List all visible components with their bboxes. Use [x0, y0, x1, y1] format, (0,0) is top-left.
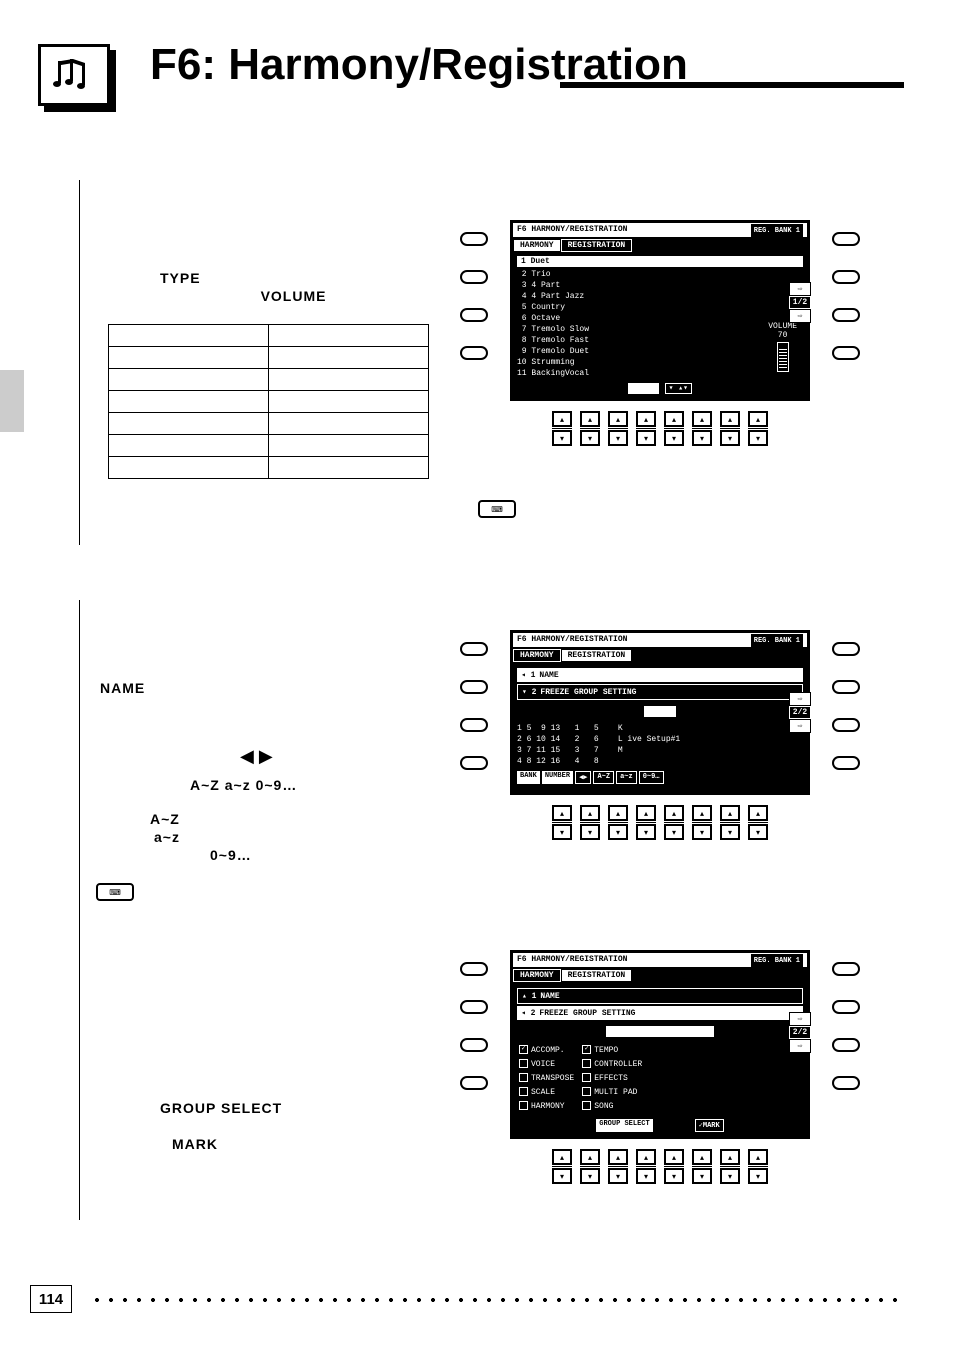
side-button[interactable] [832, 718, 860, 732]
tab-registration[interactable]: REGISTRATION [561, 239, 633, 252]
side-button[interactable] [460, 718, 488, 732]
side-button[interactable] [460, 756, 488, 770]
row-name[interactable]: ▴ 1 NAME [517, 988, 803, 1004]
header-rule [560, 82, 904, 88]
side-button[interactable] [832, 680, 860, 694]
screen1-footer: TYPE [628, 383, 659, 394]
side-button-l2[interactable] [460, 270, 488, 284]
row-freeze[interactable]: ▾ 2 FREEZE GROUP SETTING [517, 684, 803, 700]
header-icon-box [38, 44, 116, 112]
keyboard-icon: ⌨ [478, 500, 516, 518]
tab-registration[interactable]: REGISTRATION [561, 649, 633, 662]
charset-line: A~Z a~z 0~9… [190, 777, 460, 793]
name-label: NAME [100, 680, 460, 696]
group-select-label: GROUP SELECT [160, 1100, 460, 1116]
side-button[interactable] [460, 1076, 488, 1090]
updown-buttons-1: ▴▾ ▴▾ ▴▾ ▴▾ ▴▾ ▴▾ ▴▾ ▴▾ [460, 411, 860, 446]
page-next-icon[interactable]: ⇨ [789, 309, 811, 323]
volume-display: VOLUME 70 [768, 322, 797, 374]
lr-arrows: ◀ ▶ [240, 746, 460, 767]
side-button-l4[interactable] [460, 346, 488, 360]
page-arrow-icon[interactable]: ⇨ [789, 719, 811, 733]
side-button-r3[interactable] [832, 308, 860, 322]
side-button-l1[interactable] [460, 232, 488, 246]
side-button-l3[interactable] [460, 308, 488, 322]
lcd-screen-1: F6 HARMONY/REGISTRATION REG. BANK 1 HARM… [510, 220, 810, 401]
music-notes-icon [52, 57, 96, 93]
page-arrow-icon[interactable]: ⇨ [789, 1039, 811, 1053]
page-next-icon[interactable]: ⇨ [789, 282, 811, 296]
mark-label: MARK [172, 1136, 460, 1152]
screen1-title: F6 HARMONY/REGISTRATION [517, 225, 627, 234]
footer-dots [90, 1297, 904, 1303]
side-button-r1[interactable] [832, 232, 860, 246]
harmony-blank-table [108, 324, 429, 479]
tab-registration[interactable]: REGISTRATION [561, 969, 633, 982]
volume-slider[interactable] [777, 342, 789, 372]
lcd-screen-2: F6 HARMONY/REGISTRATION REG. BANK 1 HARM… [510, 630, 810, 795]
page-number: 114 [30, 1285, 72, 1313]
side-button[interactable] [460, 680, 488, 694]
side-button[interactable] [460, 642, 488, 656]
side-button-r2[interactable] [832, 270, 860, 284]
freeze-group-grid: ACCOMP.TEMPOVOICECONTROLLERTRANSPOSEEFFE… [517, 1043, 650, 1115]
tab-harmony[interactable]: HARMONY [513, 969, 561, 982]
down-button[interactable]: ▾ [552, 430, 572, 446]
side-tab-stub [0, 370, 24, 432]
up-button[interactable]: ▴ [552, 411, 572, 427]
side-button[interactable] [460, 962, 488, 976]
lcd-screen-3: F6 HARMONY/REGISTRATION REG. BANK 1 HARM… [510, 950, 810, 1139]
volume-label: VOLUME [261, 288, 327, 304]
side-button[interactable] [832, 962, 860, 976]
side-button[interactable] [460, 1000, 488, 1014]
screen1-badge: REG. BANK 1 [751, 224, 803, 238]
keyboard-icon: ⌨ [96, 883, 134, 901]
side-button-r4[interactable] [832, 346, 860, 360]
side-button[interactable] [832, 756, 860, 770]
side-button[interactable] [832, 1000, 860, 1014]
tab-harmony[interactable]: HARMONY [513, 649, 561, 662]
side-button[interactable] [460, 1038, 488, 1052]
tab-harmony[interactable]: HARMONY [513, 239, 561, 252]
row-freeze[interactable]: ◂ 2 FREEZE GROUP SETTING [517, 1006, 803, 1020]
side-button[interactable] [832, 1038, 860, 1052]
page-arrow-icon[interactable]: ⇨ [789, 692, 811, 706]
row-name[interactable]: ◂ 1 NAME [517, 668, 803, 682]
type-label: TYPE [160, 270, 201, 304]
side-button[interactable] [832, 1076, 860, 1090]
bank-number-grid: 1 5 9 13 1 5 K 2 6 10 14 2 6 L ive Setup… [517, 723, 803, 767]
page-arrow-icon[interactable]: ⇨ [789, 1012, 811, 1026]
side-button[interactable] [832, 642, 860, 656]
